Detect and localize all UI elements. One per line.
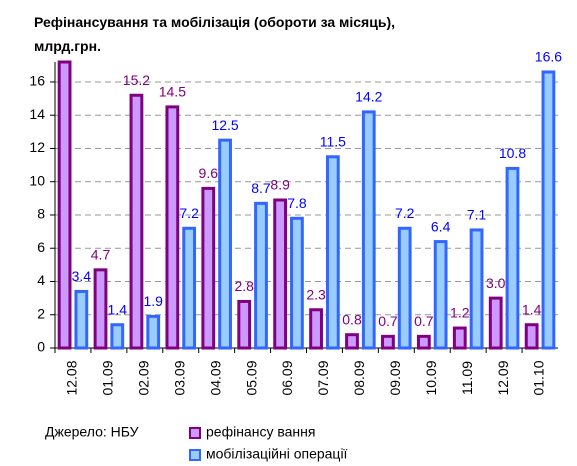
value-label: 9.6 bbox=[199, 165, 219, 181]
bar bbox=[273, 198, 288, 350]
value-label: 3.4 bbox=[72, 268, 92, 284]
value-label: 8.9 bbox=[270, 177, 290, 193]
bar bbox=[488, 296, 503, 350]
chart-title: Рефінансування та мобілізація (обороти з… bbox=[34, 14, 395, 54]
y-tick-label: 4 bbox=[37, 272, 45, 288]
bar bbox=[237, 299, 252, 350]
value-label: 14.5 bbox=[159, 84, 186, 100]
bar bbox=[57, 60, 72, 350]
value-label: 1.2 bbox=[450, 305, 470, 321]
bar bbox=[218, 138, 232, 350]
bar bbox=[325, 155, 340, 350]
y-tick-label: 8 bbox=[37, 206, 45, 222]
bar bbox=[182, 226, 197, 350]
x-tick-label: 07.09 bbox=[315, 360, 331, 395]
value-label: 12.5 bbox=[211, 117, 238, 133]
value-label: 1.4 bbox=[522, 301, 542, 317]
bar bbox=[397, 226, 412, 350]
bar bbox=[541, 70, 556, 350]
legend-label: мобілізаційні операції bbox=[206, 446, 348, 462]
x-tick-label: 01.09 bbox=[100, 360, 116, 395]
value-label: 2.8 bbox=[234, 278, 254, 294]
x-tick-label: 02.09 bbox=[136, 360, 152, 395]
bar bbox=[452, 326, 467, 350]
y-tick-label: 16 bbox=[29, 73, 45, 89]
value-label: 0.7 bbox=[414, 313, 434, 329]
source-note: Джерело: НБУ bbox=[45, 424, 139, 440]
bar bbox=[433, 240, 448, 350]
y-tick-label: 10 bbox=[29, 172, 45, 188]
bar bbox=[309, 308, 323, 350]
bar bbox=[469, 228, 484, 350]
value-label: 16.6 bbox=[535, 49, 562, 65]
bar bbox=[361, 110, 376, 350]
x-tick-label: 09.09 bbox=[387, 360, 403, 395]
bar bbox=[201, 186, 216, 350]
bar bbox=[254, 201, 268, 350]
legend-swatch bbox=[189, 449, 201, 461]
x-tick-label: 08.09 bbox=[351, 360, 367, 395]
value-label: 14.2 bbox=[355, 89, 382, 105]
bar bbox=[290, 216, 304, 350]
bar bbox=[165, 105, 180, 350]
x-tick-label: 05.09 bbox=[243, 360, 259, 395]
value-label: 7.2 bbox=[395, 205, 415, 221]
bar bbox=[74, 289, 89, 350]
value-label: 3.0 bbox=[486, 275, 506, 291]
value-label: 10.8 bbox=[499, 145, 526, 161]
x-tick-label: 04.09 bbox=[207, 360, 223, 395]
bar bbox=[129, 93, 144, 350]
value-label: 11.5 bbox=[320, 133, 346, 149]
x-tick-label: 03.09 bbox=[171, 360, 187, 395]
bar bbox=[345, 333, 359, 350]
bar bbox=[416, 334, 431, 350]
value-label: 4.7 bbox=[91, 247, 111, 263]
y-tick-label: 0 bbox=[37, 339, 45, 355]
x-tick-label: 01.10 bbox=[531, 360, 547, 395]
value-label: 0.7 bbox=[378, 313, 398, 329]
x-tick-label: 10.09 bbox=[423, 360, 439, 395]
value-label: 0.8 bbox=[342, 311, 362, 327]
x-tick-label: 11.09 bbox=[459, 361, 475, 395]
value-label: 1.4 bbox=[108, 301, 128, 317]
y-tick-label: 6 bbox=[37, 239, 45, 255]
value-label: 7.1 bbox=[467, 207, 487, 223]
legend-swatch bbox=[189, 427, 201, 439]
value-label: 7.2 bbox=[179, 205, 199, 221]
bar bbox=[524, 323, 539, 350]
bar bbox=[146, 314, 161, 350]
y-tick-label: 14 bbox=[29, 106, 45, 122]
y-tick-label: 2 bbox=[37, 305, 45, 321]
legend-label: рефінансу вання bbox=[206, 424, 315, 440]
value-label: 7.8 bbox=[287, 195, 307, 211]
value-label: 2.3 bbox=[306, 286, 326, 302]
value-label: 6.4 bbox=[431, 218, 451, 234]
value-label: 1.9 bbox=[143, 293, 163, 309]
y-tick-label: 12 bbox=[29, 139, 45, 155]
value-label: 8.7 bbox=[251, 180, 271, 196]
x-tick-label: 12.08 bbox=[64, 360, 80, 395]
bar bbox=[381, 334, 395, 350]
value-label: 15.2 bbox=[123, 72, 150, 88]
bar bbox=[505, 166, 520, 350]
x-tick-label: 12.09 bbox=[495, 360, 511, 395]
bar bbox=[110, 323, 125, 350]
x-tick-label: 06.09 bbox=[279, 360, 295, 395]
bar bbox=[93, 268, 108, 350]
